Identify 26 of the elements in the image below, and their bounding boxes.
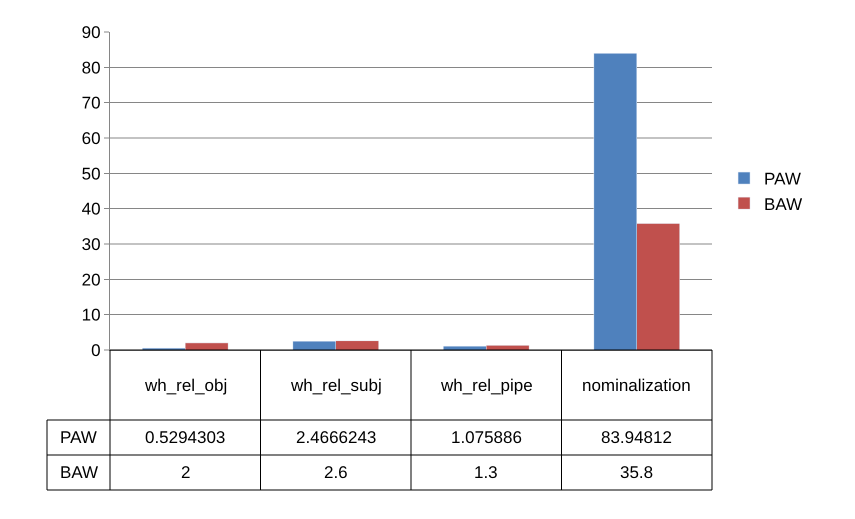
text: BAW — [60, 463, 98, 482]
y-tick-label: 60 — [82, 128, 101, 148]
data-label: 35.8 — [620, 463, 654, 482]
data-label: 83.94812 — [601, 428, 672, 447]
y-tick-label: 30 — [82, 234, 101, 254]
data-label: 0.5294303 — [145, 428, 226, 447]
data-label: 1.3 — [474, 463, 498, 482]
legend-label: PAW — [764, 170, 801, 189]
y-tick-label: 40 — [82, 200, 101, 219]
y-tick-label: 10 — [82, 306, 101, 325]
legend-label: BAW — [764, 194, 802, 214]
x-tick-label: wh_rel_obj — [144, 376, 228, 395]
y-tick-label: 20 — [82, 270, 101, 290]
x-tick-label: nominalization — [582, 376, 691, 395]
text: PAW — [60, 428, 97, 447]
data-label: 2.4666243 — [296, 428, 376, 447]
x-tick-label: wh_rel_subj — [290, 376, 382, 395]
data-label: 2 — [181, 463, 190, 482]
data-label: 2.6 — [324, 463, 348, 482]
y-tick-label: 70 — [82, 94, 101, 113]
y-tick-label: 50 — [82, 164, 101, 184]
y-tick-label: 0 — [91, 340, 101, 360]
data-label: 1.075886 — [451, 428, 522, 447]
y-tick-label: 90 — [82, 22, 101, 42]
y-tick-label: 80 — [82, 58, 101, 78]
x-tick-label: wh_rel_pipe — [440, 376, 533, 395]
